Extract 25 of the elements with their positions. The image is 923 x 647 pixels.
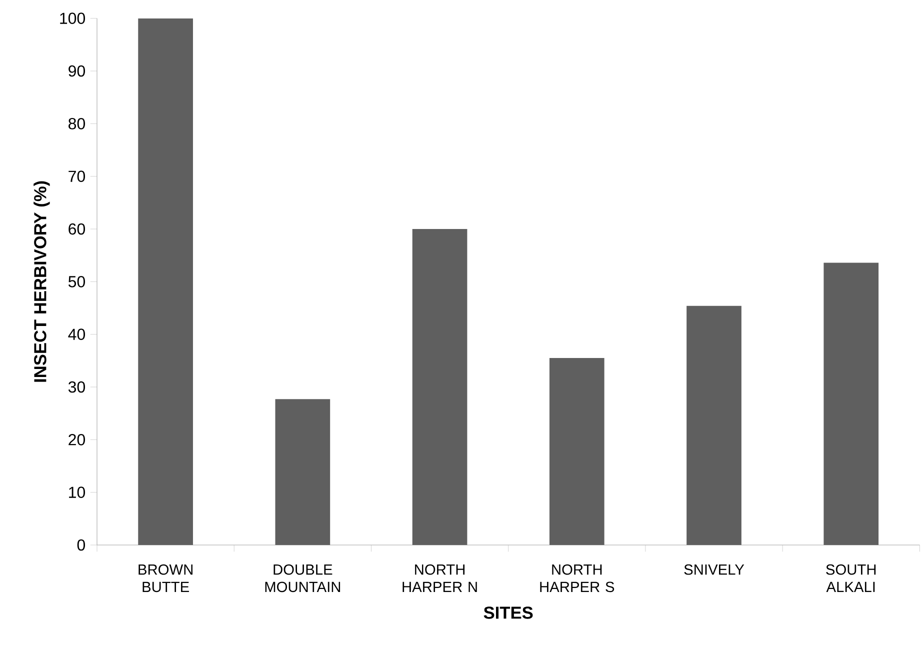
bar [824, 262, 879, 545]
x-tick-label: NORTH HARPER N [402, 564, 477, 592]
y-tick-label: 100 [60, 12, 86, 24]
y-tick-label: 10 [69, 486, 86, 498]
y-tick-label: 30 [68, 381, 86, 393]
bar [138, 18, 193, 545]
x-axis-title: SITES [484, 606, 533, 619]
y-tick-label: 60 [68, 223, 86, 235]
y-tick-label: 40 [68, 328, 86, 340]
y-tick-label: 90 [68, 65, 86, 77]
x-tick-label: SNIVELY [684, 564, 744, 575]
bar [275, 399, 330, 545]
bar [686, 306, 742, 545]
y-tick-label: 50 [68, 276, 86, 288]
y-axis-title: INSECT HERBIVORY (%) [34, 181, 50, 382]
bar [412, 229, 468, 545]
bar [549, 358, 604, 545]
x-tick-label: NORTH HARPER S [540, 564, 614, 592]
x-tick-label: BROWN BUTTE [138, 564, 192, 592]
y-tick-label: 20 [68, 434, 86, 446]
y-tick-label: 70 [68, 170, 86, 182]
x-tick-label: SOUTH ALKALI [826, 564, 876, 592]
x-tick-label: DOUBLE MOUNTAIN [265, 564, 340, 592]
y-tick-label: 80 [68, 118, 86, 130]
y-tick-label: 0 [77, 539, 86, 551]
